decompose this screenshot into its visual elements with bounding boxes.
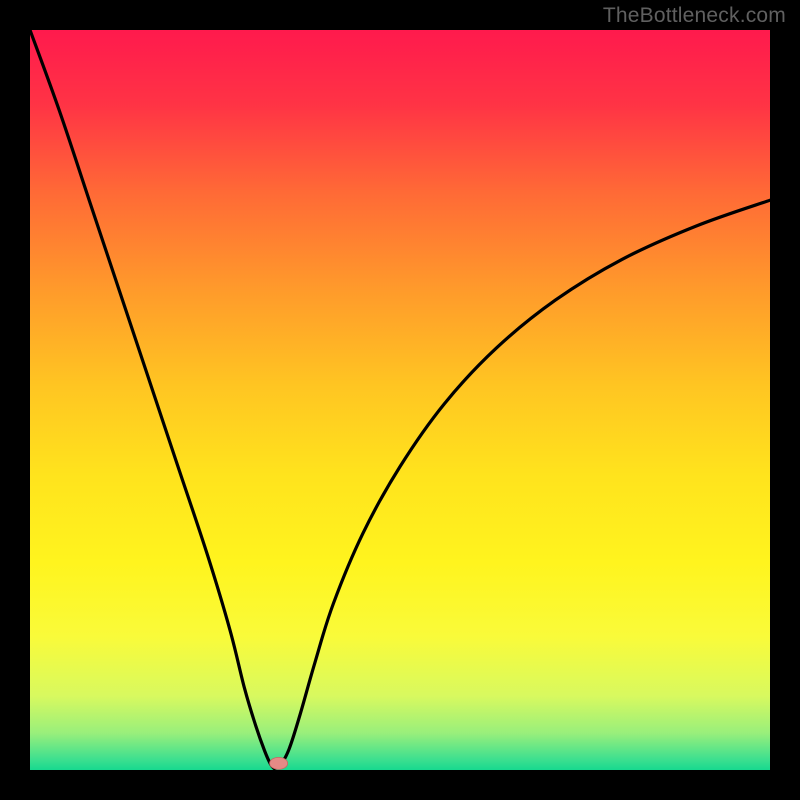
bottleneck-chart [0,0,800,800]
plot-background [30,30,770,770]
chart-container: TheBottleneck.com [0,0,800,800]
optimum-marker[interactable] [270,757,288,769]
source-watermark: TheBottleneck.com [603,4,786,28]
